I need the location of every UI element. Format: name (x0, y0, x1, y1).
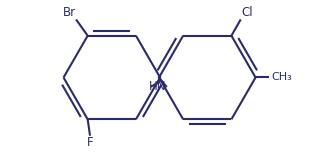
Text: HN: HN (149, 80, 166, 93)
Text: Br: Br (62, 7, 76, 19)
Text: CH₃: CH₃ (272, 73, 293, 82)
Text: Cl: Cl (241, 7, 253, 19)
Text: F: F (86, 136, 93, 148)
